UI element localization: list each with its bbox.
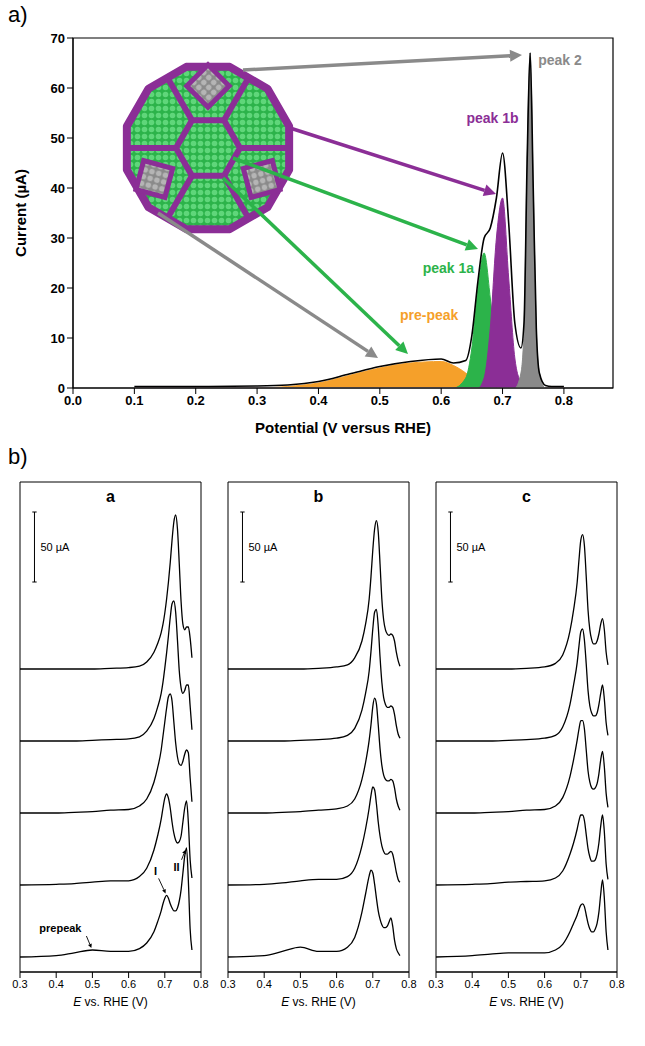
html-text:b): b) <box>8 444 28 469</box>
svg-text:0.5: 0.5 <box>293 978 308 990</box>
svg-text:0.4: 0.4 <box>465 978 480 990</box>
svg-text:I: I <box>154 865 157 877</box>
svg-text:peak 1b: peak 1b <box>466 110 518 126</box>
html-text:E vs. RHE (V): E vs. RHE (V) <box>73 995 148 1009</box>
svg-text:0.6: 0.6 <box>329 978 344 990</box>
svg-text:0.3: 0.3 <box>220 978 235 990</box>
svg-text:0.7: 0.7 <box>365 978 380 990</box>
svg-text:0.3: 0.3 <box>12 978 27 990</box>
html-text:E vs. RHE (V): E vs. RHE (V) <box>489 995 564 1009</box>
svg-text:60: 60 <box>51 81 65 96</box>
html-text:a: a <box>106 488 115 505</box>
svg-text:30: 30 <box>51 231 65 246</box>
svg-text:0.4: 0.4 <box>49 978 64 990</box>
svg-text:0.6: 0.6 <box>121 978 136 990</box>
svg-text:pre-peak: pre-peak <box>400 307 459 323</box>
svg-text:0.8: 0.8 <box>193 978 208 990</box>
svg-text:0.7: 0.7 <box>494 393 512 408</box>
svg-text:0.4: 0.4 <box>257 978 272 990</box>
html-text:a): a) <box>8 2 28 27</box>
svg-text:0.5: 0.5 <box>85 978 100 990</box>
svg-text:40: 40 <box>51 181 65 196</box>
svg-text:0.6: 0.6 <box>432 393 450 408</box>
svg-text:0.2: 0.2 <box>187 393 205 408</box>
svg-text:0.8: 0.8 <box>555 393 573 408</box>
html-text:b: b <box>313 488 324 505</box>
svg-text:0.3: 0.3 <box>248 393 266 408</box>
svg-text:50 µA: 50 µA <box>40 541 70 553</box>
svg-text:prepeak: prepeak <box>39 922 82 934</box>
svg-text:0: 0 <box>58 381 65 396</box>
svg-text:peak 2: peak 2 <box>538 52 582 68</box>
svg-text:0.7: 0.7 <box>157 978 172 990</box>
html-text:c: c <box>522 488 531 505</box>
svg-text:0.0: 0.0 <box>64 393 82 408</box>
svg-text:20: 20 <box>51 281 65 296</box>
svg-text:0.4: 0.4 <box>309 393 328 408</box>
svg-text:II: II <box>173 861 179 873</box>
svg-text:0.6: 0.6 <box>537 978 552 990</box>
svg-text:0.1: 0.1 <box>125 393 143 408</box>
svg-text:50 µA: 50 µA <box>248 541 278 553</box>
svg-text:0.5: 0.5 <box>371 393 389 408</box>
html-text:E vs. RHE (V): E vs. RHE (V) <box>281 995 356 1009</box>
svg-text:Potential (V versus RHE): Potential (V versus RHE) <box>255 419 431 436</box>
svg-text:50 µA: 50 µA <box>456 541 486 553</box>
svg-text:Current (µA): Current (µA) <box>12 169 29 257</box>
svg-text:70: 70 <box>51 31 65 46</box>
svg-text:0.8: 0.8 <box>609 978 624 990</box>
svg-text:0.8: 0.8 <box>401 978 416 990</box>
svg-text:0.3: 0.3 <box>428 978 443 990</box>
svg-text:0.5: 0.5 <box>501 978 516 990</box>
svg-text:10: 10 <box>51 331 65 346</box>
svg-text:50: 50 <box>51 131 65 146</box>
svg-text:0.7: 0.7 <box>573 978 588 990</box>
svg-text:peak 1a: peak 1a <box>423 260 475 276</box>
